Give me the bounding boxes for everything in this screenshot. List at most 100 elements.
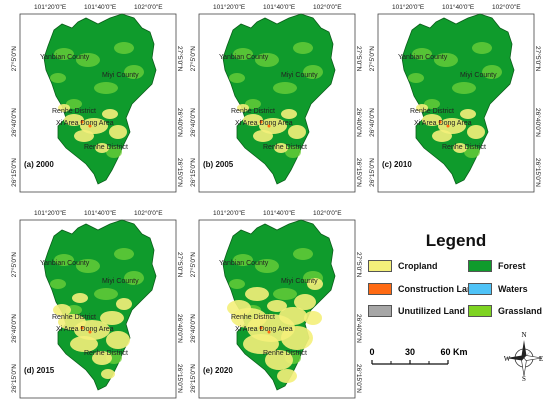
cropland-patch: [74, 130, 94, 142]
grassland-patch: [255, 53, 279, 67]
y-tick-right: 26°40'0"N: [176, 108, 183, 137]
scale-label-0: 0: [369, 347, 374, 357]
panel-year-label: (b) 2005: [203, 160, 234, 169]
cropland-patch: [277, 369, 297, 383]
y-tick-right: 27°5'0"N: [355, 46, 362, 72]
grassland-patch: [106, 146, 122, 158]
land-use-region: [401, 13, 515, 185]
y-tick-left: 26°15'0"N: [11, 364, 18, 393]
grassland-patch: [114, 248, 134, 260]
grassland-patch: [285, 146, 301, 158]
place-label-yanbian: Yanbian County: [219, 54, 269, 61]
legend-title: Legend: [425, 231, 487, 250]
map-panel-2020: 101°20'0"E 101°40'0"E 102°0'0"E 27°5'0"N 26°…: [189, 210, 365, 408]
legend-label: Cropland: [398, 261, 438, 271]
panel-year-label: (a) 2000: [24, 160, 54, 169]
cropland-patch: [58, 104, 70, 112]
cropland-patch: [92, 351, 112, 365]
x-tick-top: 102°0'0"E: [492, 4, 521, 11]
y-tick-left: 26°40'0"N: [11, 314, 18, 343]
compass-e: E: [539, 355, 543, 363]
grassland-patch: [124, 271, 144, 285]
y-tick-right: 26°40'0"N: [176, 314, 183, 343]
cropland-patch: [281, 326, 313, 350]
map-frame: [19, 219, 177, 399]
x-tick-top: 102°0'0"E: [313, 210, 342, 217]
construction-patch: [267, 330, 271, 334]
grassland-patch: [229, 279, 245, 289]
grassland-patch: [233, 48, 253, 60]
map-svg: [19, 219, 177, 399]
map-frame: [19, 13, 177, 193]
grassland-patch: [273, 82, 297, 94]
x-tick-top: 101°20'0"E: [213, 4, 246, 11]
x-tick-top: 101°40'0"E: [263, 4, 296, 11]
legend-label: Unutilized Land: [398, 306, 465, 316]
y-tick-right: 26°40'0"N: [534, 108, 541, 137]
y-tick-left: 26°15'0"N: [190, 364, 197, 393]
grassland-patch: [50, 73, 66, 83]
cropland-patch: [106, 331, 130, 349]
x-tick-top: 101°40'0"E: [84, 210, 117, 217]
compass-w: W: [504, 355, 511, 363]
cropland-swatch: [368, 260, 392, 272]
cropland-patch: [422, 114, 442, 126]
legend-label: Construction Land: [398, 284, 478, 294]
construction-patch: [259, 326, 263, 330]
cropland-patch: [307, 278, 323, 290]
panel-year-label: (e) 2020: [203, 366, 233, 375]
grassland-patch: [66, 99, 82, 109]
y-tick-left: 26°40'0"N: [190, 314, 197, 343]
unutilized-swatch: [368, 305, 392, 317]
cropland-patch: [243, 334, 279, 354]
x-tick-top: 102°0'0"E: [313, 4, 342, 11]
y-tick-right: 26°15'0"N: [176, 158, 183, 187]
compass-n: N: [521, 331, 526, 339]
place-label-renhe: Renhe District: [231, 314, 275, 321]
cropland-patch: [237, 104, 249, 112]
y-tick-left: 26°40'0"N: [190, 108, 197, 137]
y-tick-right: 27°5'0"N: [176, 46, 183, 72]
grassland-patch: [293, 42, 313, 54]
place-label-xi_area: Xi Area Dong Area: [56, 326, 114, 333]
y-tick-right: 27°5'0"N: [176, 252, 183, 278]
y-tick-left: 27°5'0"N: [190, 46, 197, 72]
x-tick-top: 101°20'0"E: [34, 4, 67, 11]
y-tick-left: 26°15'0"N: [11, 158, 18, 187]
grassland-patch: [76, 259, 100, 273]
construction-patch: [80, 120, 84, 124]
y-tick-right: 27°5'0"N: [534, 46, 541, 72]
place-label-xi_area: Xi Area Dong Area: [235, 120, 293, 127]
cropland-patch: [294, 294, 316, 310]
x-tick-top: 101°20'0"E: [34, 210, 67, 217]
grassland-patch: [424, 99, 440, 109]
construction-patch: [88, 124, 92, 128]
legend: Legend Cropland Forest Construction Land…: [362, 228, 550, 414]
cropland-patch: [227, 300, 251, 316]
y-tick-left: 27°5'0"N: [190, 252, 197, 278]
y-tick-left: 26°40'0"N: [11, 108, 18, 137]
place-label-renhe: Renhe District: [52, 314, 96, 321]
construction-patch: [446, 124, 450, 128]
cropland-patch: [281, 109, 297, 119]
y-tick-right: 26°40'0"N: [355, 108, 362, 137]
waters-swatch: [468, 283, 492, 295]
grassland-patch: [229, 73, 245, 83]
place-label-renhe2: Renhe District: [263, 144, 307, 151]
map-svg: [19, 13, 177, 193]
place-label-yanbian: Yanbian County: [219, 260, 269, 267]
construction-patch: [259, 120, 263, 124]
grassland-patch: [124, 65, 144, 79]
legend-label: Grassland: [498, 306, 543, 316]
land-use-region: [43, 13, 157, 185]
place-label-renhe: Renhe District: [231, 108, 275, 115]
legend-label: Forest: [498, 261, 526, 271]
y-tick-left: 27°5'0"N: [11, 252, 18, 278]
map-svg: [198, 13, 356, 193]
grassland-patch: [472, 42, 492, 54]
place-label-xi_area: Xi Area Dong Area: [235, 326, 293, 333]
cropland-patch: [245, 287, 269, 301]
grassland-patch: [245, 99, 261, 109]
grassland-patch: [412, 48, 432, 60]
construction-swatch: [368, 283, 392, 295]
